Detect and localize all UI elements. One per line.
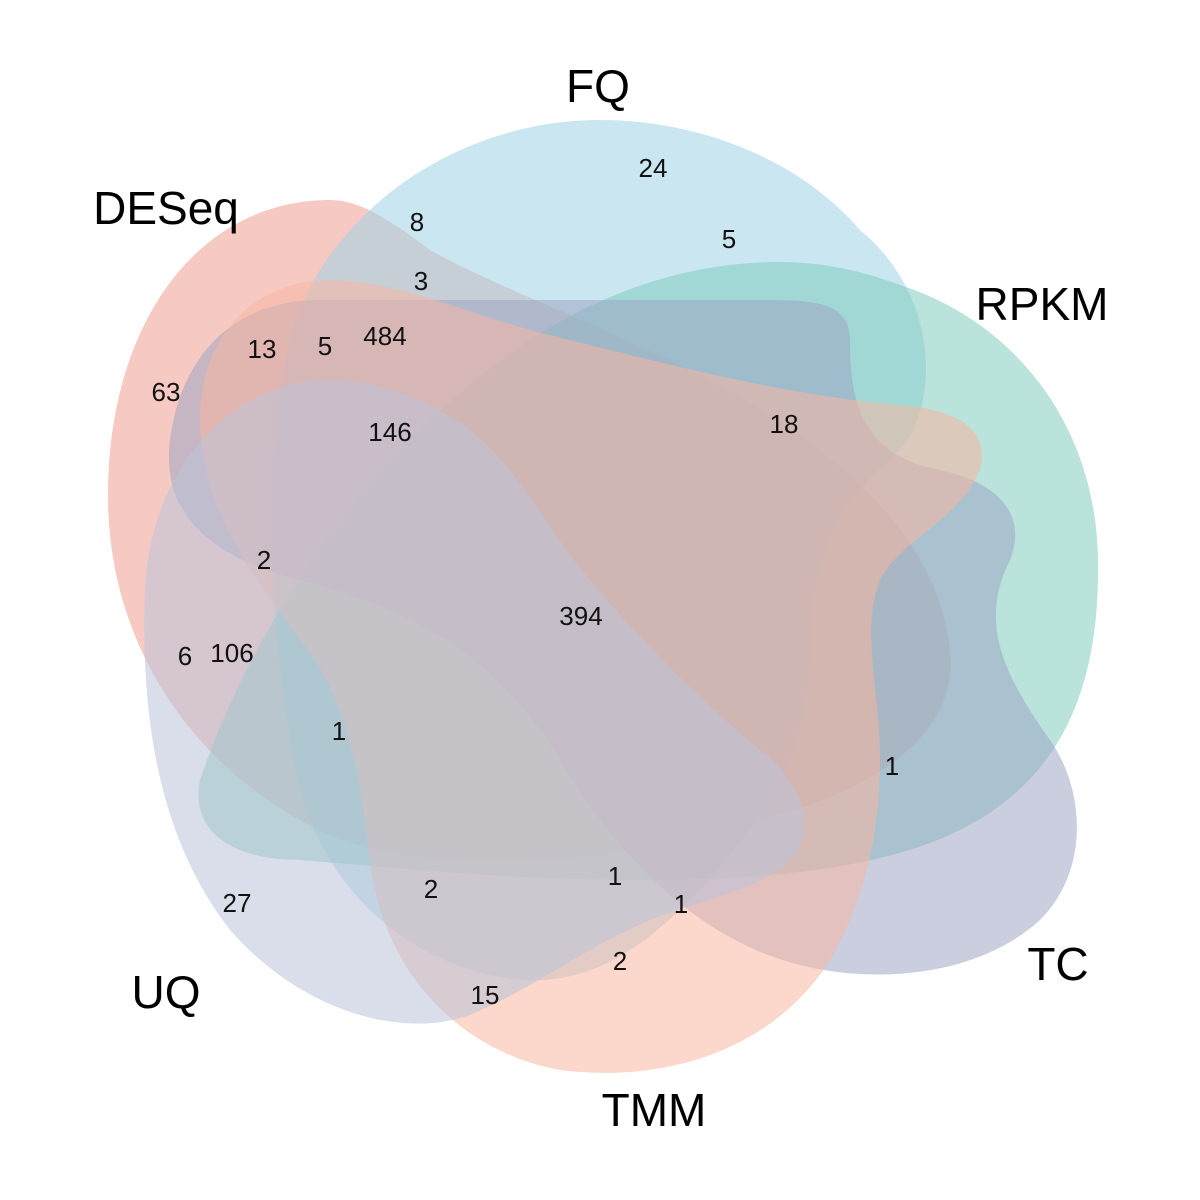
set-label-tmm: TMM bbox=[602, 1084, 707, 1136]
region-count: 6 bbox=[178, 641, 192, 671]
region-count: 146 bbox=[368, 417, 411, 447]
region-count: 1 bbox=[332, 716, 346, 746]
set-shapes bbox=[107, 120, 1099, 1073]
region-count: 8 bbox=[410, 207, 424, 237]
region-count: 394 bbox=[559, 601, 602, 631]
region-count: 5 bbox=[722, 224, 736, 254]
set-label-deseq: DESeq bbox=[93, 182, 239, 234]
region-count: 13 bbox=[248, 334, 277, 364]
region-counts: 24 5 8 3 484 13 5 63 146 18 2 394 6 106 1 1 27 2 1 1 2 15 bbox=[152, 153, 900, 1010]
set-label-uq: UQ bbox=[132, 966, 201, 1018]
region-count: 3 bbox=[414, 266, 428, 296]
region-count: 1 bbox=[608, 861, 622, 891]
region-count: 1 bbox=[674, 889, 688, 919]
region-count: 1 bbox=[885, 751, 899, 781]
region-count: 18 bbox=[770, 409, 799, 439]
set-labels: FQ RPKM TC TMM UQ DESeq bbox=[93, 60, 1108, 1136]
region-count: 2 bbox=[613, 946, 627, 976]
set-shape-uq bbox=[144, 380, 805, 1024]
region-count: 2 bbox=[257, 545, 271, 575]
set-label-tc: TC bbox=[1027, 938, 1088, 990]
region-count: 5 bbox=[318, 331, 332, 361]
region-count: 15 bbox=[471, 980, 500, 1010]
region-count: 27 bbox=[223, 888, 252, 918]
region-count: 484 bbox=[363, 321, 406, 351]
region-count: 63 bbox=[152, 377, 181, 407]
region-count: 106 bbox=[210, 638, 253, 668]
set-label-fq: FQ bbox=[566, 60, 630, 112]
set-label-rpkm: RPKM bbox=[976, 278, 1109, 330]
region-count: 2 bbox=[424, 874, 438, 904]
region-count: 24 bbox=[639, 153, 668, 183]
